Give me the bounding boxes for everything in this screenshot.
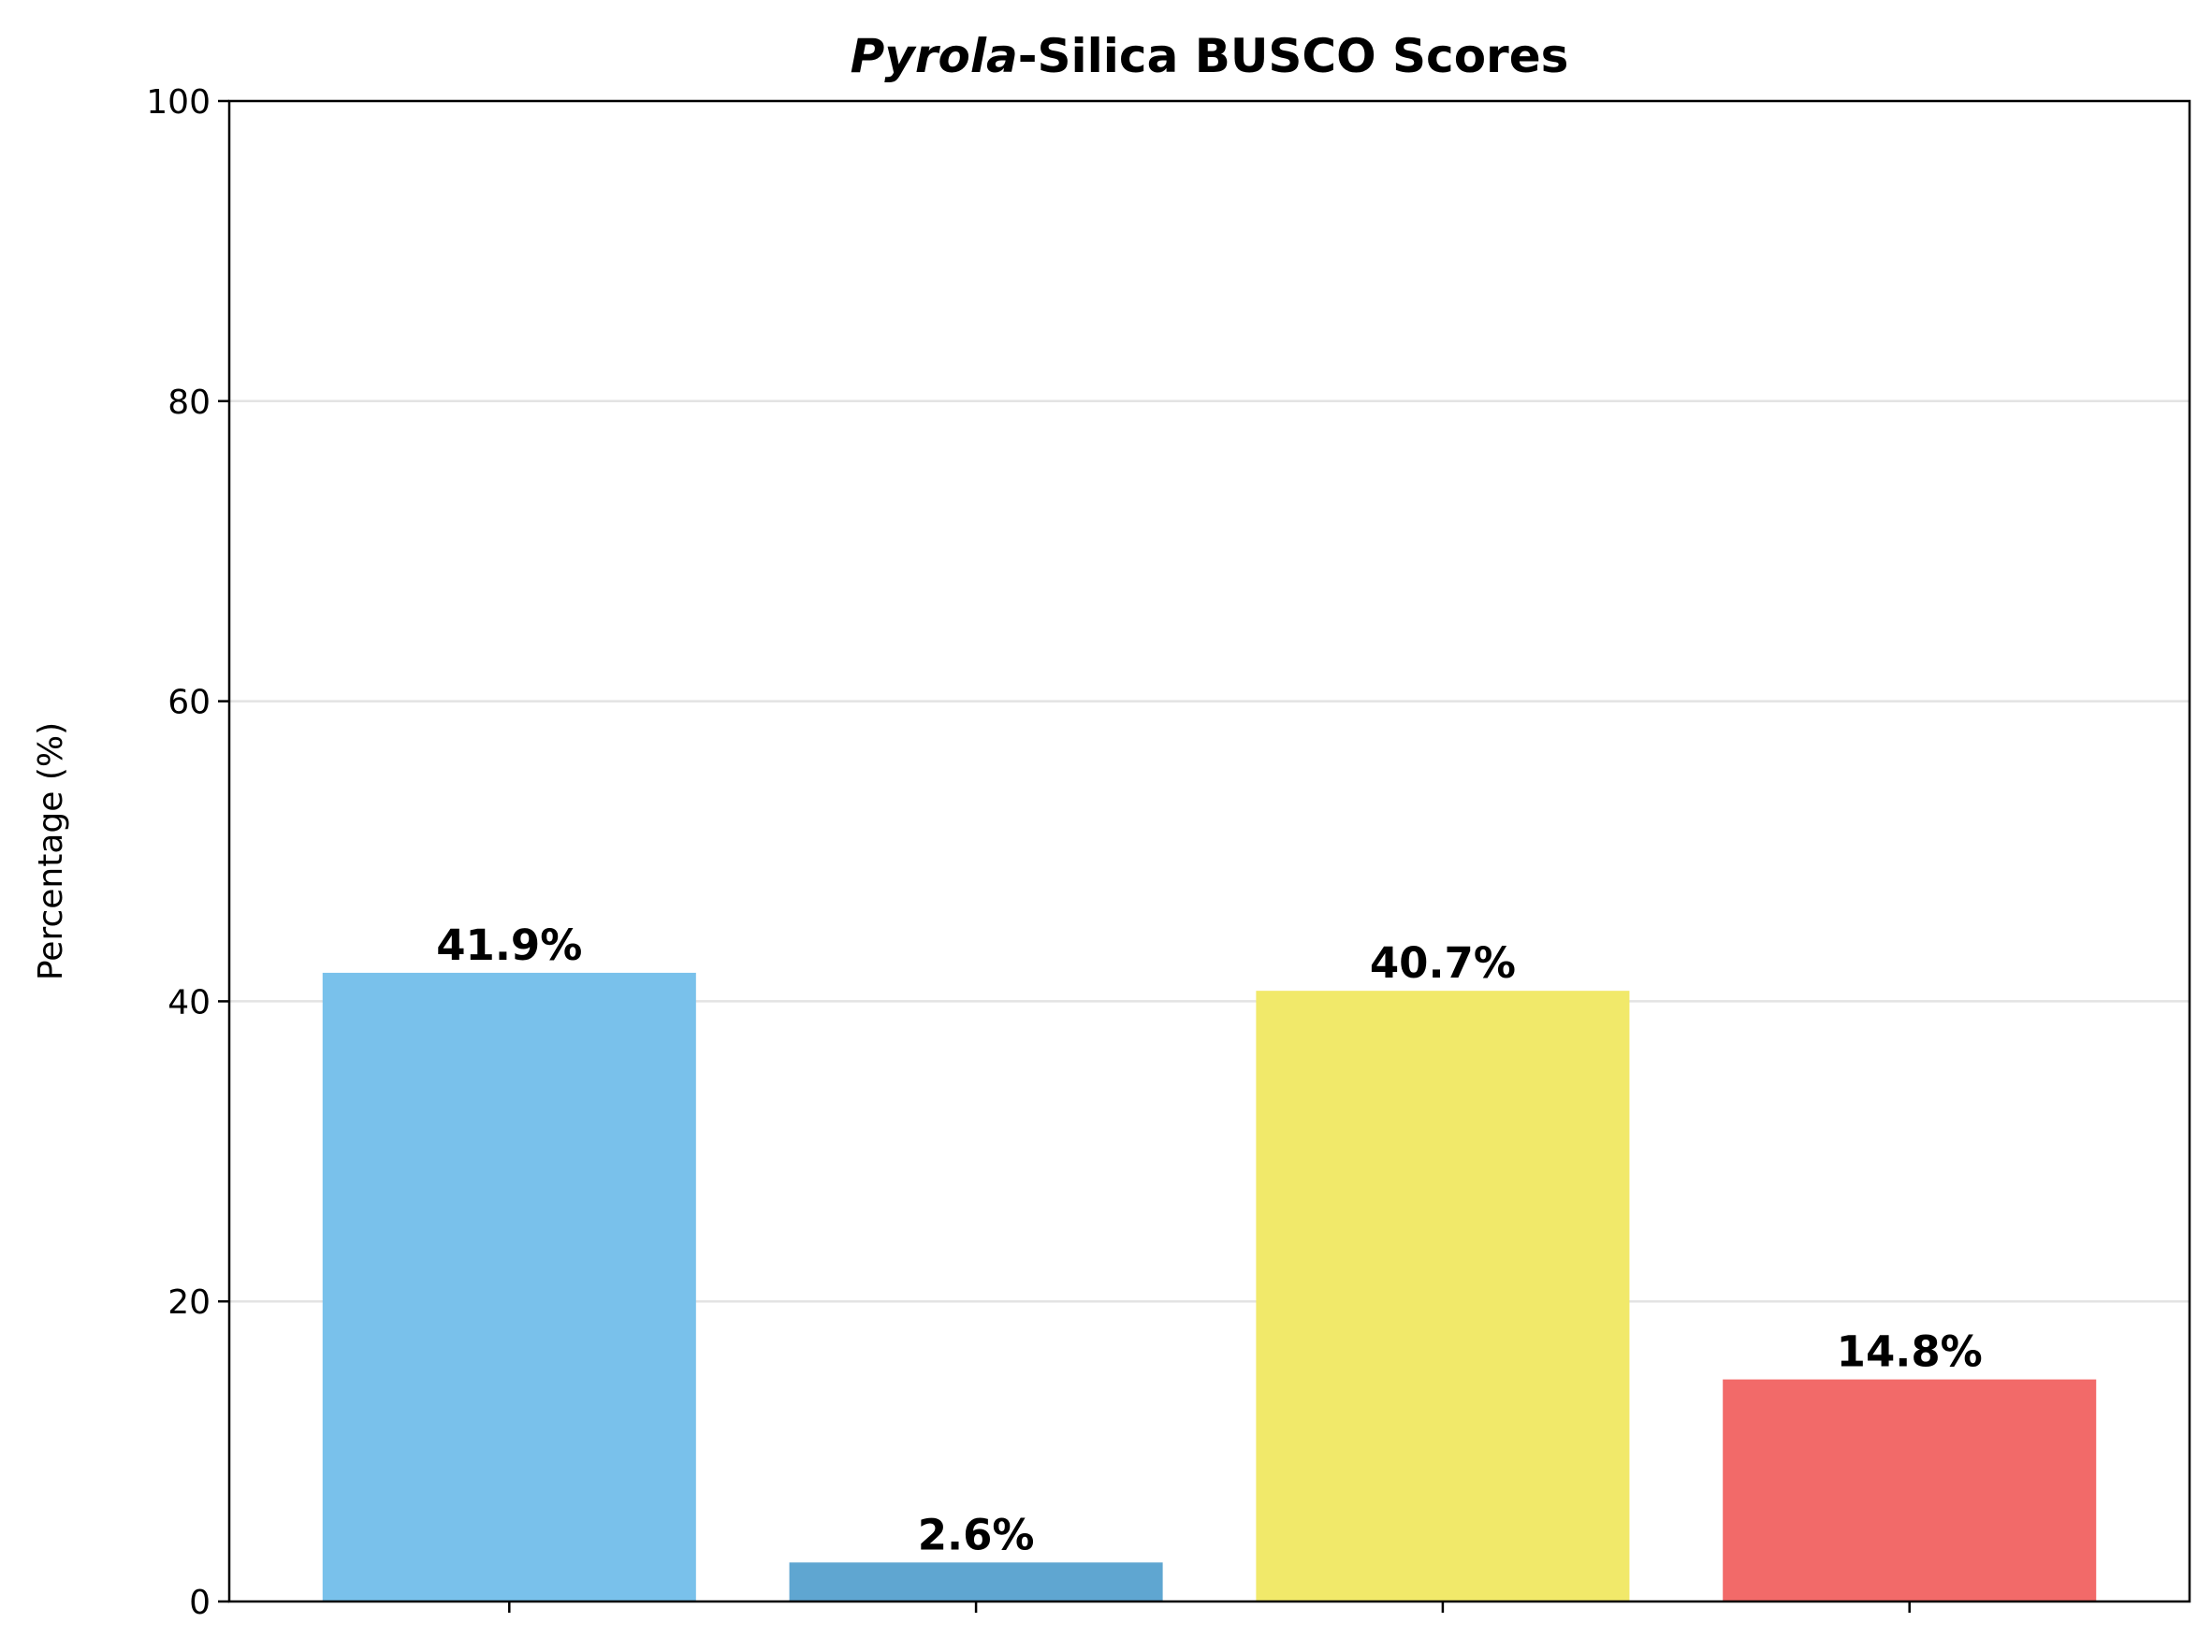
bar-value-label: 40.7%: [1370, 938, 1516, 988]
plot-frame: [227, 99, 2191, 1603]
y-tick-label: 0: [189, 1584, 211, 1622]
chart-title: Pyrola-Silica BUSCO Scores: [851, 29, 1569, 83]
chart-title-rest: -Silica BUSCO Scores: [1018, 29, 1569, 83]
y-tick-label: 60: [167, 684, 211, 722]
y-tick-label: 100: [146, 83, 211, 122]
bar: [322, 972, 696, 1601]
bar-value-label: 14.8%: [1837, 1327, 1983, 1377]
x-axis: [508, 1601, 1911, 1613]
y-tick-label: 80: [167, 384, 211, 422]
y-tick-label: 20: [167, 1283, 211, 1322]
bar-value-label: 41.9%: [436, 920, 582, 970]
bar-value-labels: 41.9% 2.6% 40.7% 14.8%: [436, 920, 1983, 1559]
bar: [1723, 1379, 2097, 1601]
chart-title-italic: Pyrola: [851, 29, 1018, 83]
bar: [789, 1562, 1163, 1601]
y-axis-label: Percentage (%): [32, 722, 70, 980]
y-tick-label: 40: [167, 983, 211, 1022]
bars: [322, 972, 2097, 1601]
bar-value-label: 2.6%: [918, 1510, 1035, 1559]
bar: [1256, 991, 1630, 1601]
y-axis: 0 20 40 60 80 100: [146, 83, 229, 1622]
